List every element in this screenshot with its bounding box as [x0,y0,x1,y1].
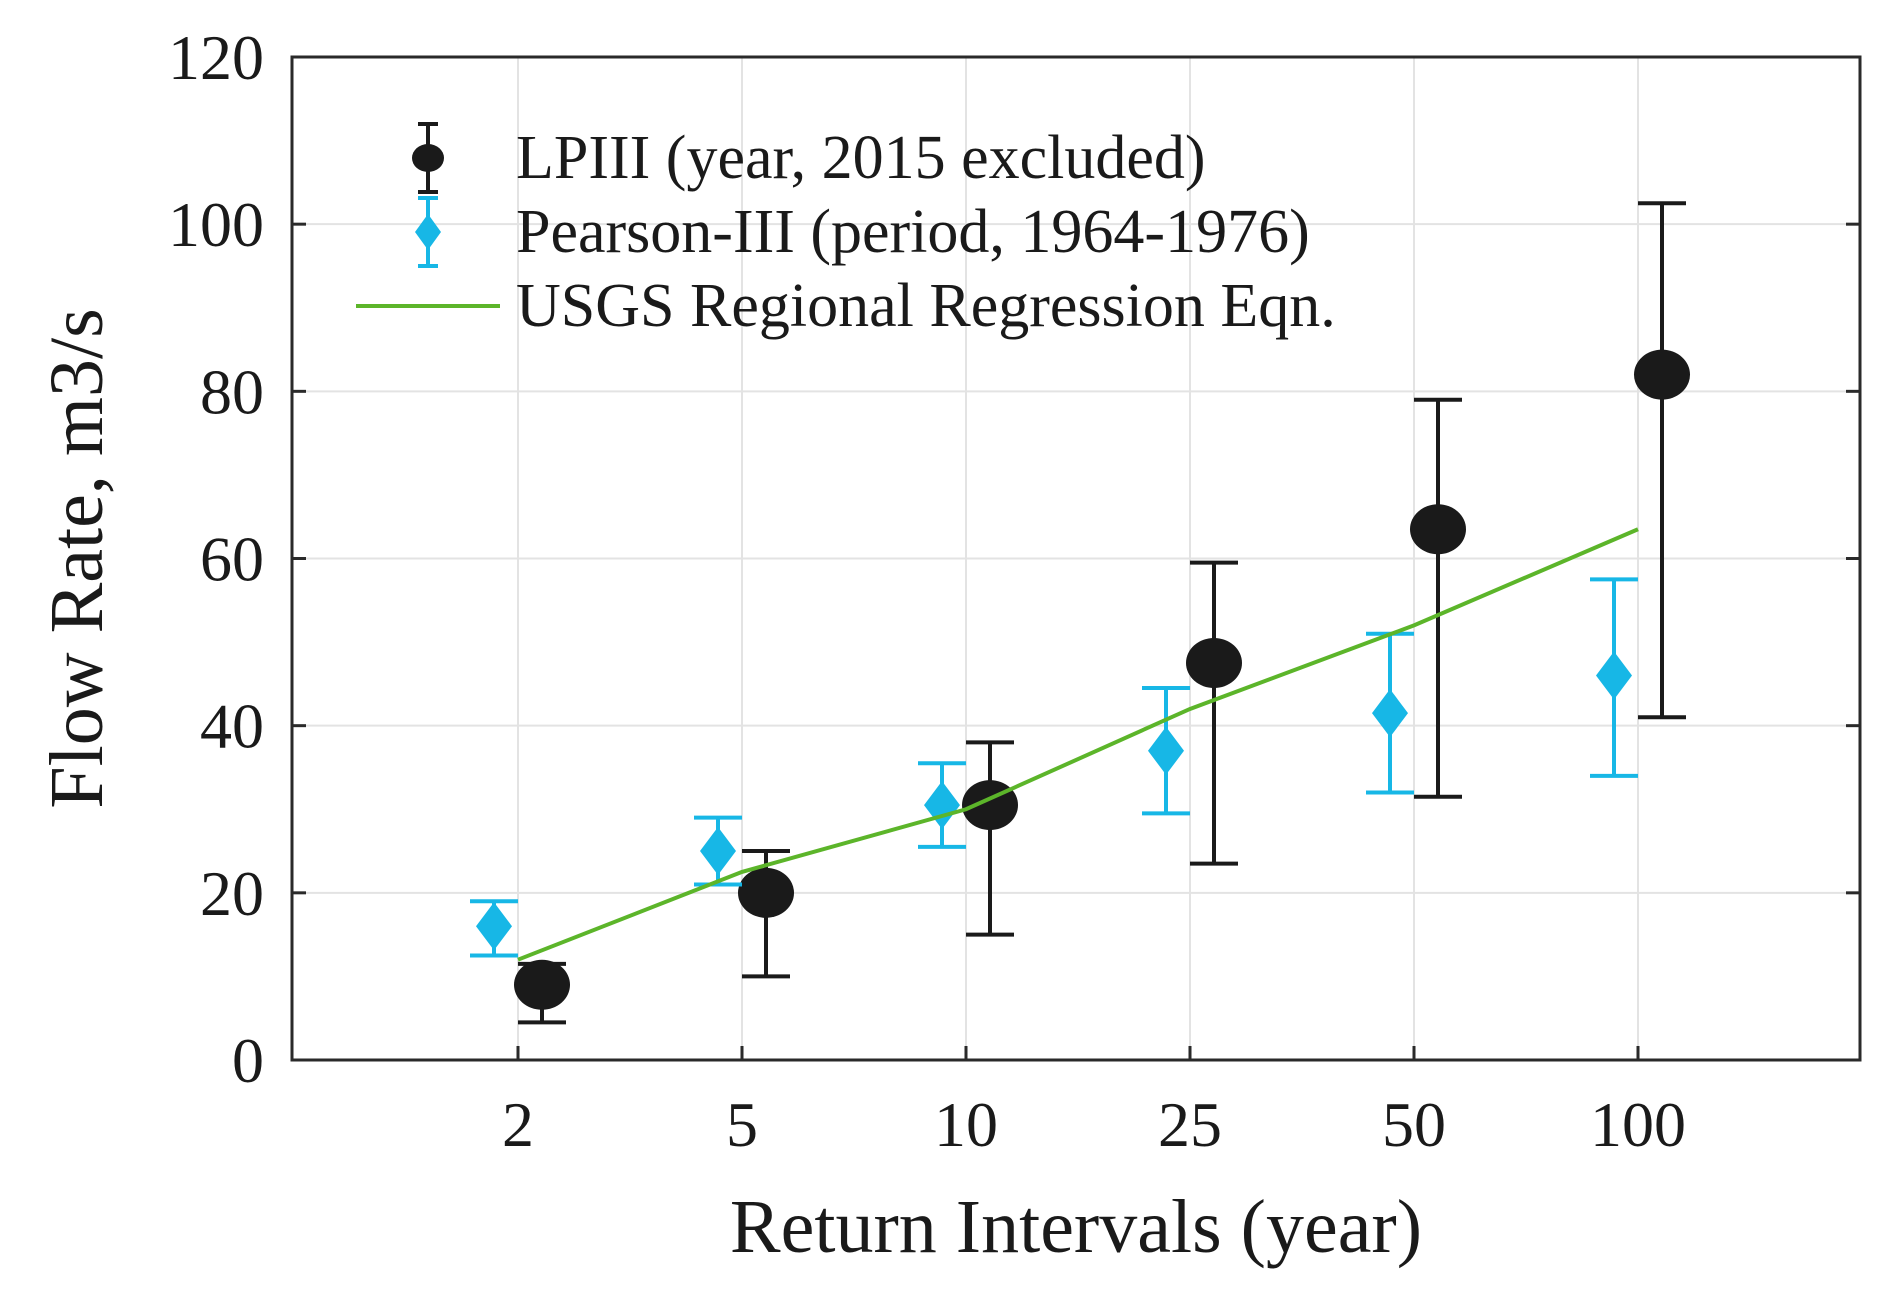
data-point-circle [1186,637,1242,688]
legend-label: USGS Regional Regression Eqn. [516,272,1336,340]
y-tick-label: 0 [232,1025,264,1096]
series-diamond [470,577,1638,958]
y-tick-label: 120 [168,22,264,93]
data-point-diamond [1148,726,1184,775]
legend-item: LPIII (year, 2015 excluded) [412,122,1206,194]
data-point-circle [738,867,794,918]
y-tick-label: 60 [200,524,264,595]
x-tick-label: 5 [726,1089,758,1160]
y-tick-label: 20 [200,858,264,929]
data-point-diamond [476,902,512,951]
x-tick-label: 25 [1158,1089,1222,1160]
y-tick-label: 100 [168,189,264,260]
x-axis-ticks: 2 5 10 25 50 100 [502,1046,1686,1160]
legend-swatch-diamond [415,214,441,250]
grid [292,56,1860,1061]
x-tick-label: 50 [1382,1089,1446,1160]
series-line [517,527,1639,962]
x-tick-label: 10 [934,1089,998,1160]
y-tick-label: 80 [200,356,264,427]
legend-item: USGS Regional Regression Eqn. [356,272,1336,340]
legend: LPIII (year, 2015 excluded)Pearson-III (… [356,122,1336,340]
legend-swatch-circle [412,144,444,172]
data-point-diamond [1596,651,1632,700]
data-point-circle [1634,349,1690,400]
data-point-diamond [1372,689,1408,738]
legend-label: LPIII (year, 2015 excluded) [516,124,1206,192]
y-axis-ticks: 0 20 40 60 80 100 120 [168,22,1860,1096]
x-axis-title: Return Intervals (year) [730,1185,1422,1269]
legend-label: Pearson-III (period, 1964-1976) [516,198,1310,266]
y-axis-title: Flow Rate, m3/s [35,308,119,808]
data-point-circle [514,959,570,1010]
x-tick-label: 100 [1590,1089,1686,1160]
data-point-diamond [924,781,960,830]
data-point-diamond [700,827,736,876]
y-tick-label: 40 [200,691,264,762]
series-circle [514,201,1690,1025]
series [470,201,1690,1025]
x-tick-label: 2 [502,1089,534,1160]
regression-line [517,527,1639,962]
data-point-circle [1410,504,1466,555]
legend-item: Pearson-III (period, 1964-1976) [415,196,1310,268]
